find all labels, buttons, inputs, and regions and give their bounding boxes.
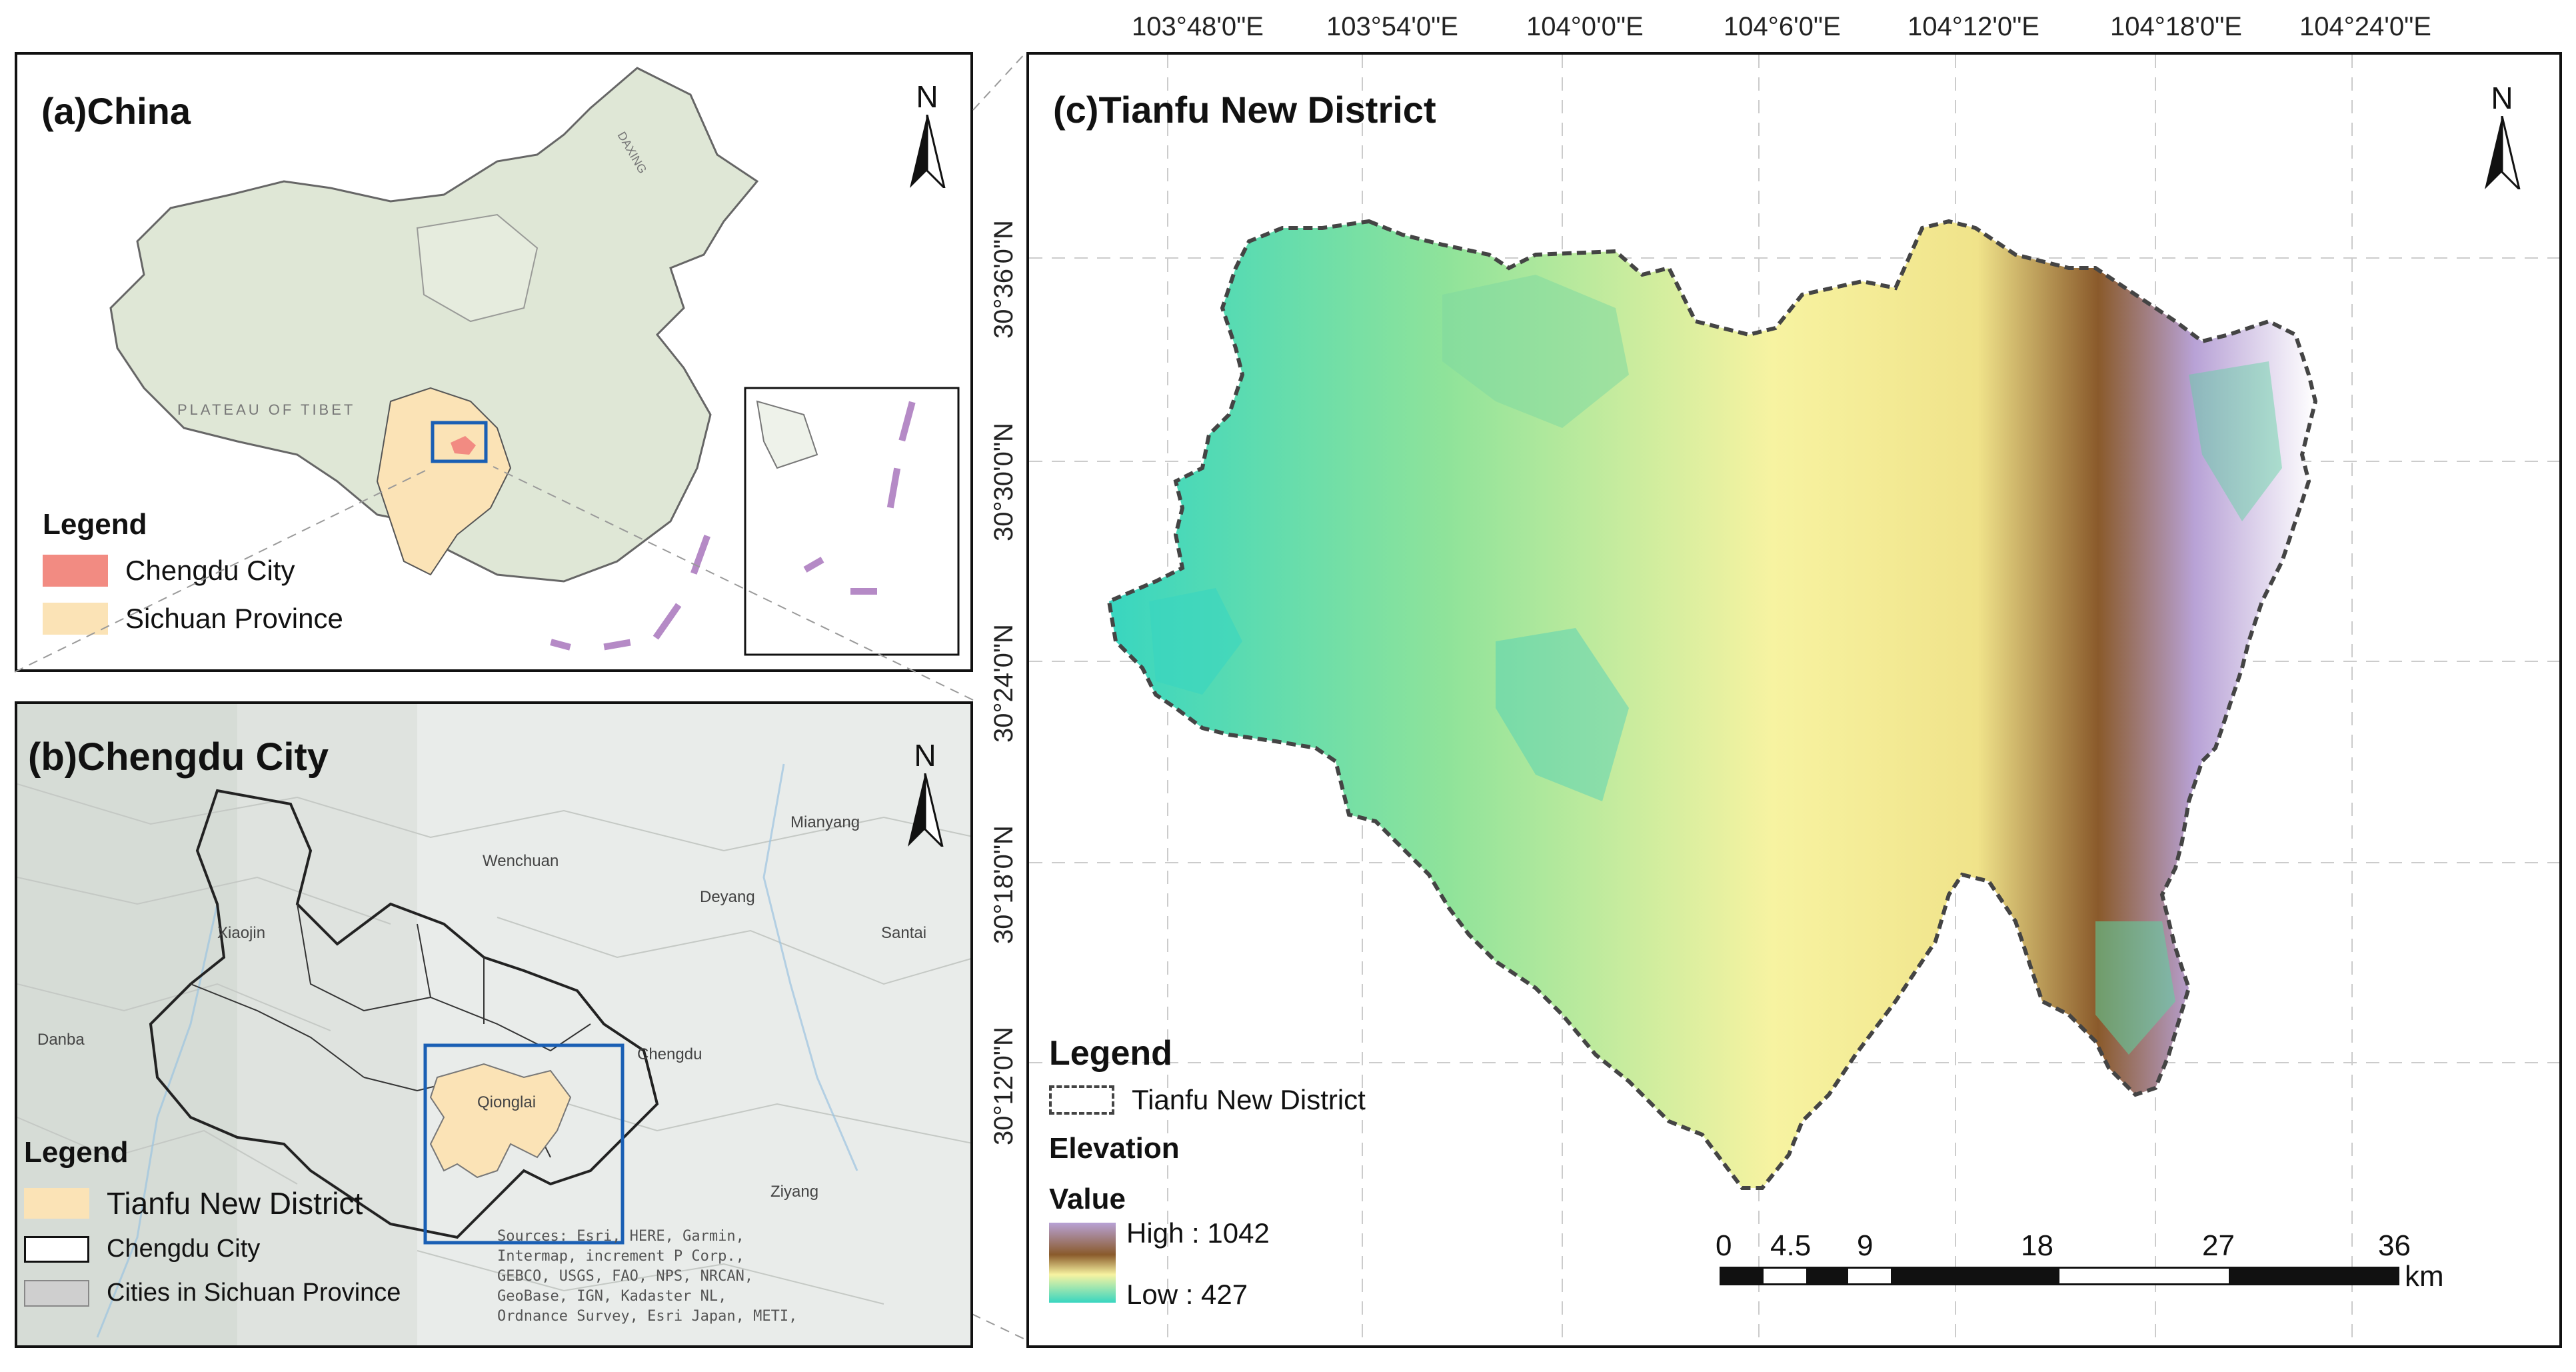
place-label-ziyang: Ziyang bbox=[770, 1183, 819, 1201]
legend-item-chengdu: Chengdu City bbox=[43, 555, 295, 587]
swatch-cities bbox=[24, 1279, 89, 1307]
longitude-label: 103°48'0"E bbox=[1132, 12, 1264, 41]
legend-label: Chengdu City bbox=[125, 555, 295, 586]
panel-tianfu: (c)Tianfu New District N Legend Tianfu N… bbox=[1026, 52, 2562, 1348]
elevation-high-label: High : 1042 bbox=[1126, 1217, 1270, 1249]
north-arrow-b: N bbox=[892, 737, 958, 850]
latitude-label: 30°36'0"N bbox=[989, 220, 1018, 339]
scale-tick-0: 0 bbox=[1716, 1229, 1732, 1262]
longitude-label: 104°24'0"E bbox=[2299, 12, 2431, 41]
north-arrow-icon bbox=[910, 114, 946, 191]
legend-item-boundary: Tianfu New District bbox=[1049, 1084, 1366, 1116]
longitude-label: 104°6'0"E bbox=[1724, 12, 1841, 41]
elevation-low-label: Low : 427 bbox=[1126, 1279, 1248, 1310]
value-title: Value bbox=[1049, 1183, 1126, 1215]
legend-title-b: Legend bbox=[24, 1136, 129, 1169]
swatch-tianfu bbox=[24, 1188, 89, 1219]
tianfu-locator-box bbox=[423, 1043, 625, 1245]
legend-label: Cities in Sichuan Province bbox=[107, 1279, 401, 1307]
swatch-chengdu bbox=[43, 555, 108, 587]
scale-unit: km bbox=[2405, 1260, 2444, 1293]
north-arrow-icon bbox=[908, 773, 944, 850]
swatch-chengdu-city bbox=[24, 1235, 89, 1263]
elevation-title: Elevation bbox=[1049, 1132, 1180, 1165]
panel-b-title: (b)Chengdu City bbox=[28, 735, 329, 779]
panel-china: PLATEAU OF TIBET DAXING (a)China N Legen… bbox=[15, 52, 973, 672]
swatch-boundary bbox=[1049, 1085, 1114, 1115]
legend-item-tianfu: Tianfu New District bbox=[24, 1185, 363, 1221]
north-label: N bbox=[914, 738, 936, 773]
legend-label: Tianfu New District bbox=[107, 1186, 363, 1221]
scale-tick-27: 27 bbox=[2202, 1229, 2235, 1262]
chengdu-map bbox=[17, 704, 970, 1345]
place-label-santai: Santai bbox=[881, 924, 927, 942]
panel-a-title: (a)China bbox=[41, 90, 191, 132]
place-label-wenchuan: Wenchuan bbox=[483, 852, 559, 870]
longitude-label: 104°18'0"E bbox=[2110, 12, 2242, 41]
north-arrow-a: N bbox=[894, 79, 960, 191]
legend-title-c: Legend bbox=[1049, 1034, 1172, 1073]
tianfu-district bbox=[429, 1063, 572, 1179]
scale-tick-9: 9 bbox=[1857, 1229, 1874, 1262]
legend-item-sichuan: Sichuan Province bbox=[43, 603, 343, 635]
north-arrow-c: N bbox=[2469, 80, 2535, 193]
scale-tick-36: 36 bbox=[2378, 1229, 2411, 1262]
place-label-xiaojin: Xiaojin bbox=[217, 924, 266, 942]
latitude-label: 30°18'0"N bbox=[989, 825, 1018, 944]
scale-bar bbox=[1720, 1267, 2399, 1285]
place-label-deyang: Deyang bbox=[700, 888, 755, 906]
panel-chengdu: (b)Chengdu City N Mianyang Deyang Santai… bbox=[15, 701, 973, 1348]
place-label-danba: Danba bbox=[37, 1031, 85, 1049]
place-label-mianyang: Mianyang bbox=[790, 813, 860, 831]
map-label-tibet: PLATEAU OF TIBET bbox=[177, 401, 355, 418]
longitude-label: 103°54'0"E bbox=[1326, 12, 1458, 41]
chengdu-outline bbox=[149, 789, 659, 1239]
scale-tick-18: 18 bbox=[2021, 1229, 2053, 1262]
latitude-label: 30°30'0"N bbox=[989, 423, 1018, 541]
panel-c-title: (c)Tianfu New District bbox=[1053, 89, 1436, 131]
longitude-label: 104°12'0"E bbox=[1908, 12, 2039, 41]
north-arrow-icon bbox=[2485, 115, 2521, 193]
tianfu-boundary bbox=[1106, 219, 2318, 1190]
scale-tick-4-5: 4.5 bbox=[1770, 1229, 1812, 1262]
latitude-label: 30°24'0"N bbox=[989, 624, 1018, 743]
locator-box bbox=[431, 421, 488, 463]
legend-item-chengdu-city: Chengdu City bbox=[24, 1235, 260, 1263]
tianfu-elevation-map bbox=[1029, 55, 2559, 1345]
map-sources: Sources: Esri, HERE, Garmin, Intermap, i… bbox=[497, 1228, 798, 1325]
longitude-label: 104°0'0"E bbox=[1526, 12, 1644, 41]
north-label: N bbox=[2491, 81, 2513, 115]
place-label-chengdu: Chengdu bbox=[637, 1045, 702, 1063]
legend-label: Tianfu New District bbox=[1132, 1084, 1366, 1115]
legend-label: Sichuan Province bbox=[125, 603, 343, 634]
legend-title-a: Legend bbox=[43, 508, 147, 541]
elevation-color-ramp bbox=[1049, 1223, 1116, 1303]
chengdu-city bbox=[451, 436, 476, 455]
place-label-qionglai: Qionglai bbox=[477, 1093, 537, 1111]
legend-label: Chengdu City bbox=[107, 1235, 261, 1263]
north-label: N bbox=[916, 79, 938, 114]
latitude-label: 30°12'0"N bbox=[989, 1027, 1018, 1145]
swatch-sichuan bbox=[43, 603, 108, 635]
legend-item-cities: Cities in Sichuan Province bbox=[24, 1279, 401, 1307]
